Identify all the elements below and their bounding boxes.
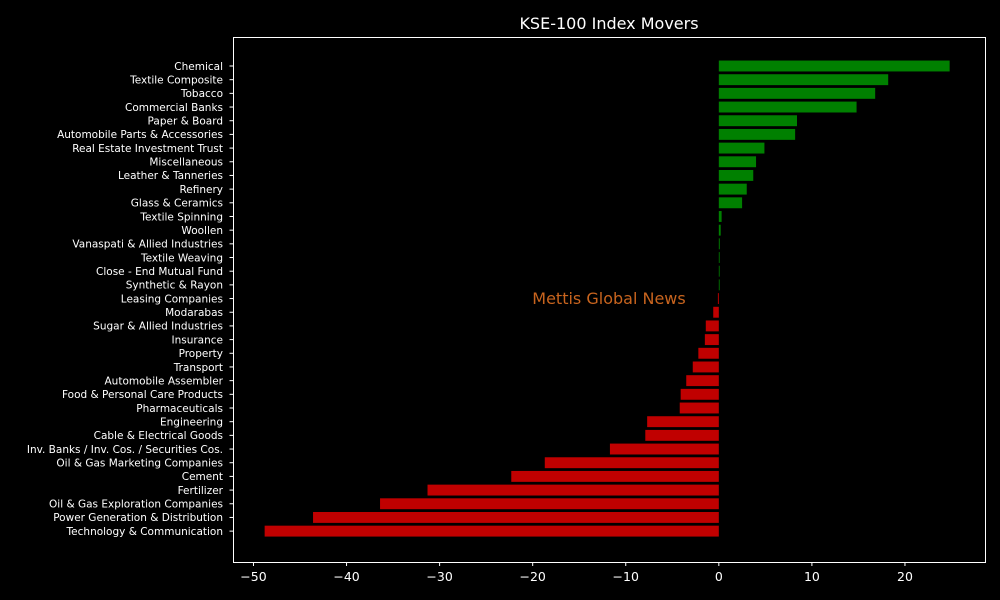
bar bbox=[718, 60, 950, 72]
category-label: Technology & Communication bbox=[66, 526, 223, 538]
category-label: Oil & Gas Exploration Companies bbox=[49, 499, 223, 511]
category-label: Miscellaneous bbox=[149, 157, 223, 169]
category-label: Tobacco bbox=[180, 88, 223, 100]
bar bbox=[718, 224, 721, 236]
bar bbox=[427, 484, 719, 496]
bar bbox=[680, 388, 719, 400]
category-label: Cable & Electrical Goods bbox=[94, 430, 223, 442]
bar bbox=[692, 361, 719, 373]
category-label: Fertilizer bbox=[178, 485, 224, 497]
category-label: Textile Weaving bbox=[140, 252, 223, 264]
category-label: Chemical bbox=[174, 61, 223, 73]
bar bbox=[718, 156, 757, 168]
bar bbox=[717, 293, 719, 305]
x-tick-label: −20 bbox=[519, 569, 545, 584]
category-label: Synthetic & Rayon bbox=[126, 280, 223, 292]
bar bbox=[511, 470, 719, 482]
bar bbox=[647, 416, 719, 428]
bar bbox=[704, 334, 719, 346]
x-tick-label: −40 bbox=[333, 569, 359, 584]
category-label: Glass & Ceramics bbox=[131, 198, 223, 210]
category-label: Close - End Mutual Fund bbox=[96, 266, 223, 278]
bar bbox=[718, 87, 876, 99]
x-tick-label: −10 bbox=[613, 569, 639, 584]
bar bbox=[313, 511, 719, 523]
x-tick-label: −30 bbox=[426, 569, 452, 584]
category-label: Transport bbox=[173, 362, 223, 374]
bar bbox=[718, 128, 796, 140]
bar bbox=[718, 142, 765, 154]
category-label: Cement bbox=[182, 471, 223, 483]
bar bbox=[698, 347, 719, 359]
category-label: Vanaspati & Allied Industries bbox=[72, 239, 223, 251]
bar bbox=[718, 252, 720, 263]
category-label: Textile Spinning bbox=[139, 211, 223, 223]
bar bbox=[718, 211, 722, 222]
category-label: Oil & Gas Marketing Companies bbox=[56, 458, 223, 470]
x-tick-label: 0 bbox=[715, 569, 723, 584]
x-tick-label: 10 bbox=[804, 569, 820, 584]
bar bbox=[705, 320, 719, 332]
x-tick-label: 20 bbox=[897, 569, 913, 584]
category-label: Power Generation & Distribution bbox=[53, 512, 223, 524]
bar bbox=[544, 457, 719, 469]
category-label: Commercial Banks bbox=[125, 102, 223, 114]
category-label: Sugar & Allied Industries bbox=[93, 321, 223, 333]
category-label: Engineering bbox=[160, 416, 223, 428]
category-label: Property bbox=[179, 348, 223, 360]
bar bbox=[380, 498, 719, 510]
bar bbox=[718, 101, 857, 113]
category-label: Inv. Banks / Inv. Cos. / Securities Cos. bbox=[27, 444, 223, 456]
x-tick-label: −50 bbox=[240, 569, 266, 584]
bar bbox=[679, 402, 719, 414]
bar bbox=[718, 279, 720, 291]
bar bbox=[264, 525, 719, 537]
bar bbox=[718, 238, 720, 250]
category-label: Automobile Assembler bbox=[105, 375, 224, 387]
watermark-text: Mettis Global News bbox=[532, 289, 685, 308]
bar bbox=[718, 197, 743, 209]
bar bbox=[718, 74, 889, 86]
category-label: Refinery bbox=[179, 184, 223, 196]
bar bbox=[718, 183, 747, 195]
bar bbox=[645, 429, 719, 441]
category-label: Food & Personal Care Products bbox=[62, 389, 223, 401]
category-label: Pharmaceuticals bbox=[136, 403, 223, 415]
plot-frame bbox=[233, 37, 986, 563]
category-label: Textile Composite bbox=[129, 74, 223, 86]
bar bbox=[609, 443, 719, 455]
bar bbox=[718, 115, 797, 127]
bar bbox=[713, 306, 719, 318]
chart-title: KSE-100 Index Movers bbox=[519, 14, 698, 33]
category-label: Insurance bbox=[171, 334, 223, 346]
bars-group bbox=[264, 60, 950, 537]
category-label: Leasing Companies bbox=[121, 293, 223, 305]
x-axis-ticks: −50 −40 −30 −20 −10 0 10 20 bbox=[240, 562, 913, 584]
category-label: Paper & Board bbox=[148, 116, 223, 128]
category-label: Modarabas bbox=[165, 307, 223, 319]
category-label: Woollen bbox=[181, 225, 223, 237]
bar bbox=[718, 265, 720, 277]
category-label: Real Estate Investment Trust bbox=[72, 143, 223, 155]
category-label: Automobile Parts & Accessories bbox=[57, 129, 223, 141]
bar bbox=[718, 169, 754, 181]
category-label: Leather & Tanneries bbox=[118, 170, 223, 182]
bar bbox=[686, 375, 719, 387]
